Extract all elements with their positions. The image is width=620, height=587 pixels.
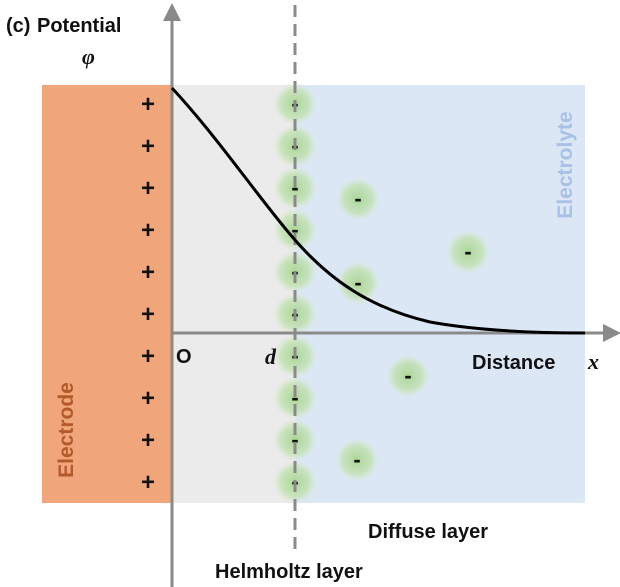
ion-glow [446, 230, 490, 274]
positive-charges: + + + + + + + + + + [141, 91, 155, 496]
negative-charge: - [464, 239, 471, 264]
positive-charge: + [141, 469, 155, 496]
y-axis-symbol: φ [82, 44, 95, 69]
panel-label: (c) [6, 15, 30, 37]
d-label: d [265, 344, 277, 369]
x-axis-label: Distance [472, 352, 555, 374]
positive-charge: + [141, 217, 155, 244]
helmholtz-layer-label: Helmholtz layer [215, 561, 363, 583]
negative-charge: - [354, 270, 361, 295]
positive-charge: + [141, 427, 155, 454]
electrode-region [42, 85, 172, 503]
ion-glow [335, 438, 379, 482]
electrolyte-label: Electrolyte [554, 111, 577, 218]
origin-label: O [176, 346, 192, 368]
positive-charge: + [141, 91, 155, 118]
positive-charge: + [141, 259, 155, 286]
negative-charge: - [354, 186, 361, 211]
electrolyte-region [295, 85, 585, 503]
negative-charge: - [404, 363, 411, 388]
potential-curve [170, 86, 586, 335]
y-axis-label: Potential [37, 15, 121, 37]
ion-glow [386, 354, 430, 398]
electrode-label: Electrode [55, 382, 78, 478]
ion-glow [273, 208, 317, 252]
positive-charge: + [141, 133, 155, 160]
negative-charge: - [291, 385, 298, 410]
negative-charge: - [291, 427, 298, 452]
positive-charge: + [141, 385, 155, 412]
positive-charge: + [141, 175, 155, 202]
ion-glow [336, 177, 380, 221]
positive-charge: + [141, 301, 155, 328]
ion-glow [336, 261, 380, 305]
diffuse-layer-label: Diffuse layer [368, 521, 488, 543]
positive-charge: + [141, 343, 155, 370]
negative-charge: - [291, 217, 298, 242]
negative-charge: - [353, 447, 360, 472]
ion-glow [273, 376, 317, 420]
x-axis-symbol: x [587, 349, 599, 374]
ion-glow [273, 418, 317, 462]
